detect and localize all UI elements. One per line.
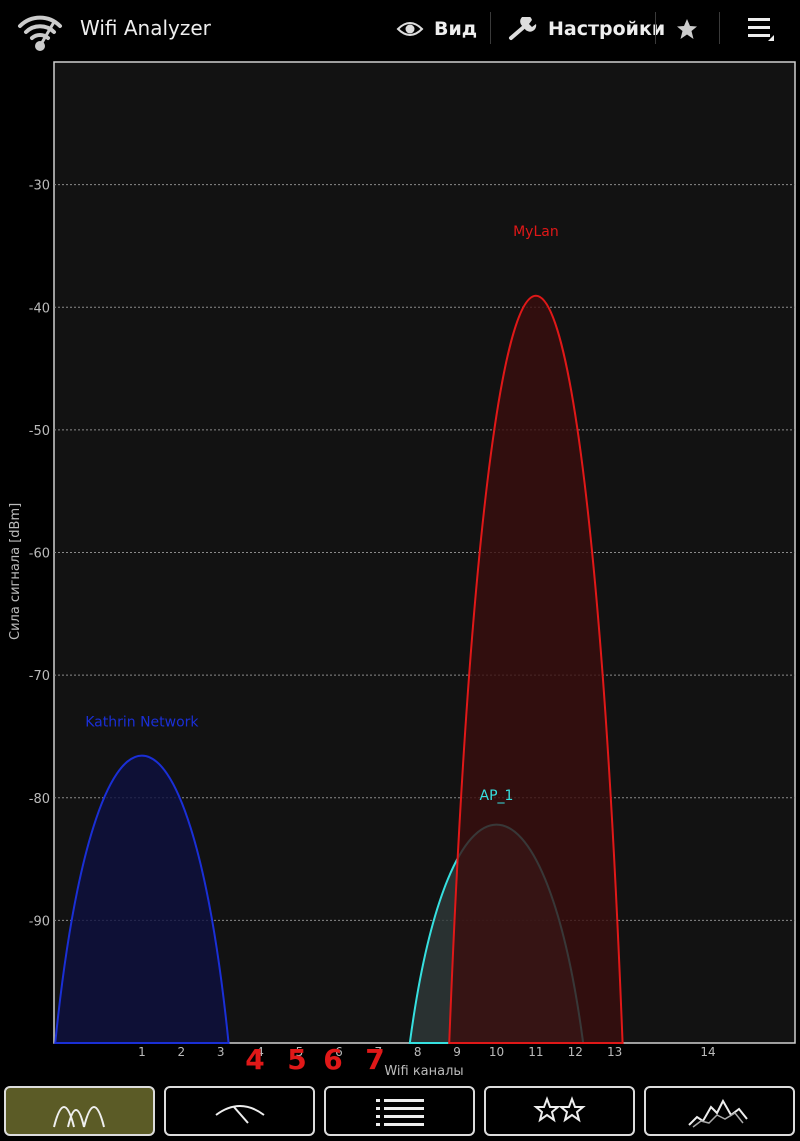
wrench-icon: [509, 17, 537, 40]
x-tick-label: 13: [607, 1045, 622, 1059]
x-tick-label: 3: [217, 1045, 225, 1059]
bottom-tab-bar: [0, 1082, 800, 1141]
y-tick-label: -80: [29, 792, 50, 807]
divider: [490, 12, 491, 44]
x-tick-label: 6: [335, 1045, 343, 1059]
divider: [719, 12, 720, 44]
channel-annotation: 5: [287, 1043, 306, 1076]
x-tick-label: 12: [568, 1045, 583, 1059]
x-tick-label: 7: [374, 1045, 382, 1059]
network-curve[interactable]: [54, 754, 230, 1044]
tab-channel-rating[interactable]: [484, 1086, 635, 1136]
channel-annotation: 6: [323, 1043, 342, 1076]
channel-annotation: 4: [245, 1043, 264, 1076]
y-tick-label: -40: [29, 301, 50, 316]
channel-graph: -30 -40 -50 -60 -70 -80 -90 Kathrin Network MyL…: [8, 61, 796, 1079]
y-tick-label: -50: [29, 424, 50, 439]
x-tick-label: 9: [453, 1045, 461, 1059]
channel-graph-icon: [52, 1106, 105, 1128]
network-label: MyLan: [513, 224, 559, 240]
y-tick-label: -70: [29, 669, 50, 684]
app-title: Wifi Analyzer: [80, 16, 211, 40]
x-tick-label: 1: [138, 1045, 146, 1059]
tab-time-graph[interactable]: [644, 1086, 795, 1136]
view-menu-button[interactable]: Вид: [396, 0, 477, 58]
y-tick-label: -60: [29, 547, 50, 562]
x-tick-label: 14: [700, 1045, 715, 1059]
time-graph-icon: [687, 1098, 748, 1128]
menu-icon: [748, 18, 774, 41]
eye-icon: [396, 22, 424, 36]
x-tick-label: 10: [489, 1045, 504, 1059]
overflow-menu-button[interactable]: [746, 0, 776, 58]
y-tick-label: -30: [29, 179, 50, 194]
network-label: Kathrin Network: [85, 714, 199, 730]
settings-label: Настройки: [548, 18, 666, 40]
settings-button[interactable]: Настройки: [508, 0, 665, 58]
favorite-button[interactable]: [676, 0, 698, 58]
signal-meter-icon: [214, 1105, 265, 1124]
network-label: AP_1: [480, 788, 514, 804]
network-curve[interactable]: [448, 294, 624, 1044]
channel-rating-icon: [532, 1096, 586, 1123]
divider: [655, 12, 656, 44]
tab-ap-list[interactable]: [324, 1086, 475, 1136]
x-tick-label: 8: [414, 1045, 422, 1059]
x-tick-label: 2: [177, 1045, 185, 1059]
x-tick-label: 11: [528, 1045, 543, 1059]
view-label: Вид: [434, 18, 478, 40]
y-axis-label: Сила сигнала [dBm]: [8, 503, 23, 640]
star-icon: [677, 19, 697, 39]
x-tick-label: 5: [296, 1045, 304, 1059]
channel-annotation: 7: [365, 1043, 384, 1076]
y-tick-label: -90: [29, 914, 50, 929]
tab-signal-meter[interactable]: [164, 1086, 315, 1136]
ap-list-icon: [375, 1099, 424, 1126]
x-axis-label: Wifi каналы: [384, 1064, 463, 1079]
x-tick-label: 4: [256, 1045, 264, 1059]
wifi-app-icon[interactable]: [14, 8, 66, 52]
tab-channel-graph[interactable]: [4, 1086, 155, 1136]
action-bar: Wifi Analyzer Вид Настройки: [0, 0, 800, 58]
